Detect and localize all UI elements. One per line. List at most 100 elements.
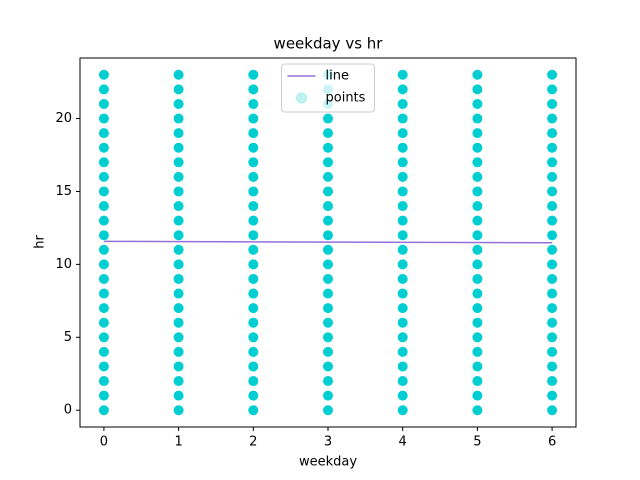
point (248, 201, 259, 212)
point (472, 230, 483, 241)
point (472, 244, 483, 255)
x-tick-label: 5 (473, 435, 481, 450)
point (397, 171, 408, 182)
point (248, 171, 259, 182)
point (173, 346, 184, 357)
point (397, 273, 408, 284)
point (547, 98, 558, 109)
point (472, 128, 483, 139)
y-tick-label: 15 (55, 184, 72, 199)
y-axis-label: hr (33, 235, 48, 249)
point (323, 186, 333, 197)
point (98, 84, 109, 95)
point (472, 346, 483, 357)
point (547, 332, 558, 343)
point (547, 201, 558, 212)
point (397, 317, 408, 328)
x-tick-label: 6 (548, 435, 556, 450)
point (98, 346, 109, 357)
point (173, 128, 184, 139)
point (98, 317, 109, 328)
x-axis-label: weekday (299, 455, 357, 470)
point (248, 215, 259, 226)
point (248, 157, 259, 168)
point (248, 273, 259, 284)
x-tick-label: 2 (249, 435, 257, 450)
point (397, 69, 408, 80)
point (397, 113, 408, 124)
point (472, 186, 483, 197)
point (248, 346, 259, 357)
y-tick-label: 20 (55, 111, 72, 126)
point (397, 98, 408, 109)
point (323, 317, 333, 328)
point (323, 230, 333, 241)
point (323, 361, 333, 372)
point (397, 84, 408, 95)
chart-title: weekday vs hr (274, 35, 384, 53)
point (98, 405, 109, 416)
regression-line (103, 240, 553, 244)
point (397, 361, 408, 372)
legend-swatch (296, 92, 307, 104)
point (173, 303, 184, 314)
point (173, 273, 184, 284)
point (397, 201, 408, 212)
point (248, 84, 259, 95)
point (547, 171, 558, 182)
point (547, 405, 558, 416)
point (248, 98, 259, 109)
point (98, 98, 109, 109)
point (547, 259, 558, 270)
point (173, 69, 184, 80)
point (547, 157, 558, 168)
point (472, 215, 483, 226)
point (547, 244, 558, 255)
point (397, 142, 408, 153)
point (472, 332, 483, 343)
point (397, 215, 408, 226)
point (248, 69, 259, 80)
point (248, 230, 259, 241)
point (397, 230, 408, 241)
point (173, 171, 184, 182)
point (547, 186, 558, 197)
point (98, 113, 109, 124)
point (547, 215, 558, 226)
point (397, 288, 408, 299)
point (397, 346, 408, 357)
point (397, 332, 408, 343)
point (98, 128, 109, 139)
point (323, 288, 333, 299)
point (98, 259, 109, 270)
point (397, 157, 408, 168)
point (323, 128, 333, 139)
point (397, 186, 408, 197)
point (547, 346, 558, 357)
point (98, 215, 109, 226)
point (323, 376, 333, 387)
point (248, 390, 259, 401)
point (397, 303, 408, 314)
point (547, 113, 558, 124)
point (472, 303, 483, 314)
point (547, 288, 558, 299)
point (397, 128, 408, 139)
point (173, 215, 184, 226)
point (248, 376, 259, 387)
point (323, 332, 333, 343)
point (472, 259, 483, 270)
point (173, 244, 184, 255)
point (248, 317, 259, 328)
point (173, 390, 184, 401)
point (472, 171, 483, 182)
point (323, 142, 333, 153)
point (323, 303, 333, 314)
point (173, 361, 184, 372)
point (547, 361, 558, 372)
point (472, 405, 483, 416)
point (547, 376, 558, 387)
point (472, 113, 483, 124)
point (323, 390, 333, 401)
